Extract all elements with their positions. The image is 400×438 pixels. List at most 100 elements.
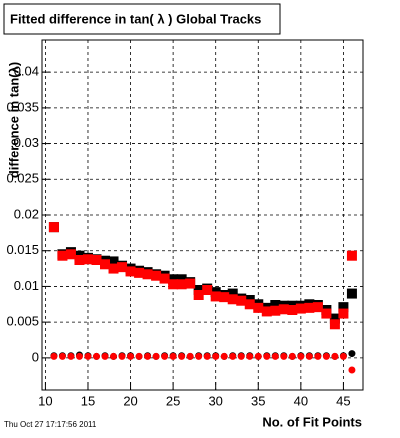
point <box>65 249 76 260</box>
point <box>195 352 203 360</box>
point <box>270 300 281 310</box>
point <box>220 352 228 360</box>
point <box>244 299 255 310</box>
point <box>246 352 254 360</box>
y-tick-label: 0.01 <box>14 278 39 293</box>
point <box>346 288 357 299</box>
x-tick-label: 10 <box>38 393 52 408</box>
point <box>237 352 245 360</box>
title-box <box>3 3 281 35</box>
point <box>227 288 238 299</box>
x-tick-label: 40 <box>294 393 308 408</box>
point <box>270 305 281 316</box>
x-tick-label: 25 <box>166 393 180 408</box>
x-tick-label: 45 <box>336 393 350 408</box>
point <box>253 302 264 313</box>
point <box>125 266 136 277</box>
point <box>50 352 58 360</box>
point <box>57 250 68 261</box>
point <box>75 352 83 360</box>
x-tick-label: 30 <box>208 393 222 408</box>
point <box>178 352 186 360</box>
x-tick-label: 15 <box>81 393 95 408</box>
y-tick-label: 0.025 <box>6 171 39 186</box>
point <box>108 263 119 274</box>
point <box>312 302 323 313</box>
point <box>108 256 119 267</box>
y-tick-label: 0.03 <box>14 135 39 150</box>
point <box>261 306 272 317</box>
point <box>48 222 59 233</box>
point <box>210 291 221 302</box>
point <box>202 285 213 295</box>
point <box>176 279 187 290</box>
x-tick-label: 35 <box>251 393 265 408</box>
point <box>142 269 153 280</box>
point <box>58 352 66 360</box>
point <box>135 352 143 360</box>
point <box>74 255 85 265</box>
point <box>100 259 111 270</box>
point <box>338 308 349 319</box>
point <box>91 255 102 265</box>
point <box>92 352 100 360</box>
point <box>118 352 126 360</box>
point <box>331 352 339 360</box>
point <box>254 352 262 360</box>
point <box>168 279 179 290</box>
point <box>278 304 289 315</box>
point <box>185 278 196 289</box>
point <box>348 366 356 374</box>
point <box>287 305 298 315</box>
y-tick-label: 0.04 <box>14 64 39 79</box>
point <box>280 352 288 360</box>
y-tick-label: 0.035 <box>6 99 39 114</box>
point <box>110 352 118 360</box>
point <box>314 352 322 360</box>
y-axis-label: difference in tan(λ) <box>6 62 21 178</box>
point <box>304 302 315 313</box>
point <box>161 352 169 360</box>
point <box>227 294 238 305</box>
point <box>169 352 177 360</box>
point <box>229 352 237 360</box>
point <box>82 254 93 265</box>
point <box>329 319 340 330</box>
x-tick-label: 20 <box>123 393 137 408</box>
point <box>186 352 194 360</box>
point <box>151 270 162 281</box>
point <box>297 352 305 360</box>
point <box>329 313 340 324</box>
point <box>159 273 170 284</box>
point <box>322 352 330 360</box>
point <box>348 350 356 358</box>
point <box>305 352 313 360</box>
y-tick-label: 0.015 <box>6 242 39 257</box>
y-tick-label: 0 <box>32 349 39 364</box>
point <box>288 352 296 360</box>
point <box>338 302 349 313</box>
point <box>236 295 247 306</box>
point <box>295 303 306 314</box>
y-tick-label: 0.005 <box>6 314 39 329</box>
y-tick-label: 0.02 <box>14 206 39 221</box>
point <box>101 352 109 360</box>
point <box>219 292 230 303</box>
point <box>127 352 135 360</box>
x-axis-label: No. of Fit Points <box>262 414 362 429</box>
point <box>212 352 220 360</box>
point <box>144 352 152 360</box>
point <box>117 262 128 273</box>
chart-title: Fitted difference in tan( λ ) Global Tra… <box>10 11 261 26</box>
point <box>346 250 357 261</box>
footer: Thu Oct 27 17:17:56 2011 <box>4 420 97 429</box>
point <box>263 352 271 360</box>
point <box>84 352 92 360</box>
point <box>193 290 204 300</box>
point <box>321 308 332 319</box>
point <box>134 267 145 278</box>
point <box>67 352 75 360</box>
point <box>152 352 160 360</box>
